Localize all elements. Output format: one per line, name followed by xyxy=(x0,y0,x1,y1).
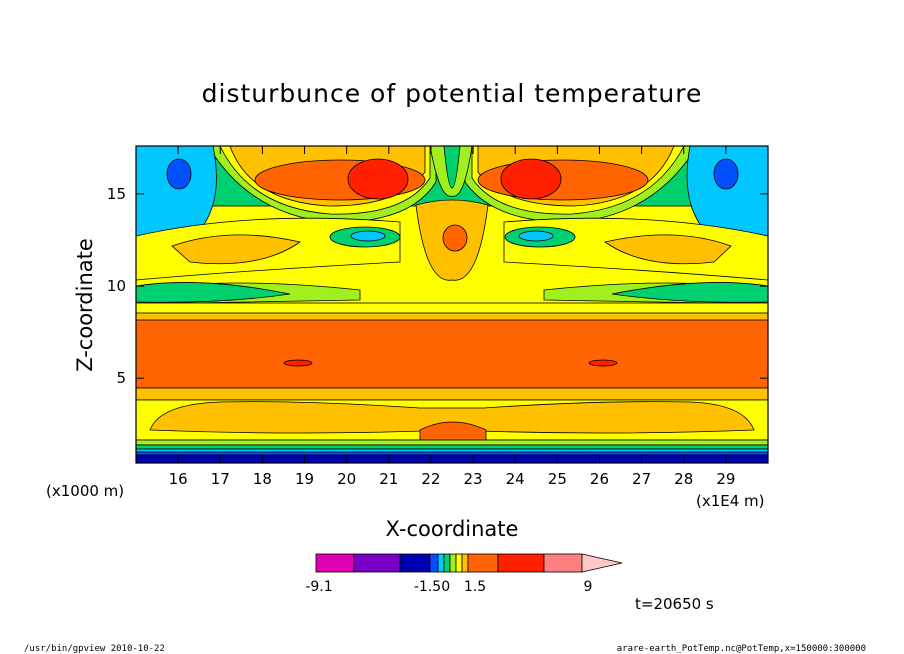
y-axis-label: Z-coordinate xyxy=(73,238,97,372)
x-tick-label: 18 xyxy=(253,470,272,488)
colorbar-label-neg: -1.50 xyxy=(414,579,450,595)
footer-right: arare-earth_PotTemp.nc@PotTemp,x=150000:… xyxy=(617,644,866,654)
plot-frame xyxy=(135,145,769,464)
colorbar-segment xyxy=(467,553,499,573)
filled-contours xyxy=(136,146,768,463)
contour-band-green xyxy=(136,444,768,450)
plot-area xyxy=(136,146,768,463)
x-tick-label: 21 xyxy=(379,470,398,488)
x-tick-label: 27 xyxy=(632,470,651,488)
contour-band-orange xyxy=(136,319,768,389)
colorbar-label-min: -9.1 xyxy=(305,579,332,595)
colorbar-segment xyxy=(399,553,431,573)
contour-blue-left xyxy=(166,158,192,190)
y-tick-label: 10 xyxy=(107,277,126,295)
colorbar-label-max: 9 xyxy=(584,579,593,595)
x-unit-left: (x1000 m) xyxy=(46,482,124,500)
colorbar-segment xyxy=(429,553,439,573)
contour-band-deep-blue xyxy=(136,454,768,463)
contour-band-lower-light-orange xyxy=(136,387,768,401)
colorbar-label-pos: 1.5 xyxy=(464,579,486,595)
x-tick-label: 29 xyxy=(716,470,735,488)
contour-mid-light-orange-left xyxy=(171,234,301,265)
y-tick-label: 15 xyxy=(107,185,126,203)
contour-band-cyan xyxy=(136,448,768,453)
x-tick-label: 24 xyxy=(506,470,525,488)
colorbar xyxy=(315,553,623,573)
colorbar-segment xyxy=(455,553,463,573)
y-ticks: 5 10 15 xyxy=(107,185,768,387)
x-tick-label: 22 xyxy=(421,470,440,488)
x-axis-label: X-coordinate xyxy=(386,517,519,541)
x-tick-label: 16 xyxy=(169,470,188,488)
time-label: t=20650 s xyxy=(635,595,714,613)
colorbar-segment xyxy=(443,553,451,573)
x-tick-label: 25 xyxy=(548,470,567,488)
contour-red-left xyxy=(347,158,409,200)
colorbar-segment xyxy=(497,553,545,573)
colorbar-arrow xyxy=(581,553,623,573)
colorbar-segment xyxy=(437,553,445,573)
contour-red-right xyxy=(500,158,562,200)
y-tick-label: 5 xyxy=(116,369,126,387)
contour-center-stem-inner xyxy=(443,146,461,189)
colorbar-segment xyxy=(353,553,401,573)
contour-band-blue xyxy=(136,451,768,456)
x-tick-label: 17 xyxy=(211,470,230,488)
x-unit-right: (x1E4 m) xyxy=(696,492,765,510)
contour-mid-light-orange-right xyxy=(604,234,732,265)
contour-band-lime xyxy=(136,439,768,446)
contour-low-light-orange xyxy=(149,401,755,434)
contour-lower-green-right xyxy=(611,282,768,303)
contour-red-streak-right xyxy=(588,359,618,367)
contour-blue-right xyxy=(713,158,739,190)
x-tick-label: 28 xyxy=(674,470,693,488)
contour-cyan-mid-right xyxy=(518,230,554,242)
x-ticks: 16 17 18 19 20 21 22 23 24 25 26 27 28 29 xyxy=(169,146,735,488)
x-tick-label: 19 xyxy=(295,470,314,488)
contour-mid-yellow-band xyxy=(136,217,768,281)
contour-red-streak-left xyxy=(283,359,313,367)
x-tick-label: 23 xyxy=(464,470,483,488)
colorbar-segment xyxy=(461,553,469,573)
colorbar-segment xyxy=(449,553,457,573)
contour-lower-green-left xyxy=(136,282,291,303)
x-tick-label: 26 xyxy=(590,470,609,488)
contour-center-core xyxy=(442,224,468,252)
chart-title: disturbunce of potential temperature xyxy=(202,79,703,108)
x-tick-label: 20 xyxy=(337,470,356,488)
contour-cyan-mid-left xyxy=(350,230,386,242)
footer-left: /usr/bin/gpview 2010-10-22 xyxy=(24,644,165,654)
colorbar-segment xyxy=(315,553,355,573)
colorbar-segment xyxy=(543,553,583,573)
